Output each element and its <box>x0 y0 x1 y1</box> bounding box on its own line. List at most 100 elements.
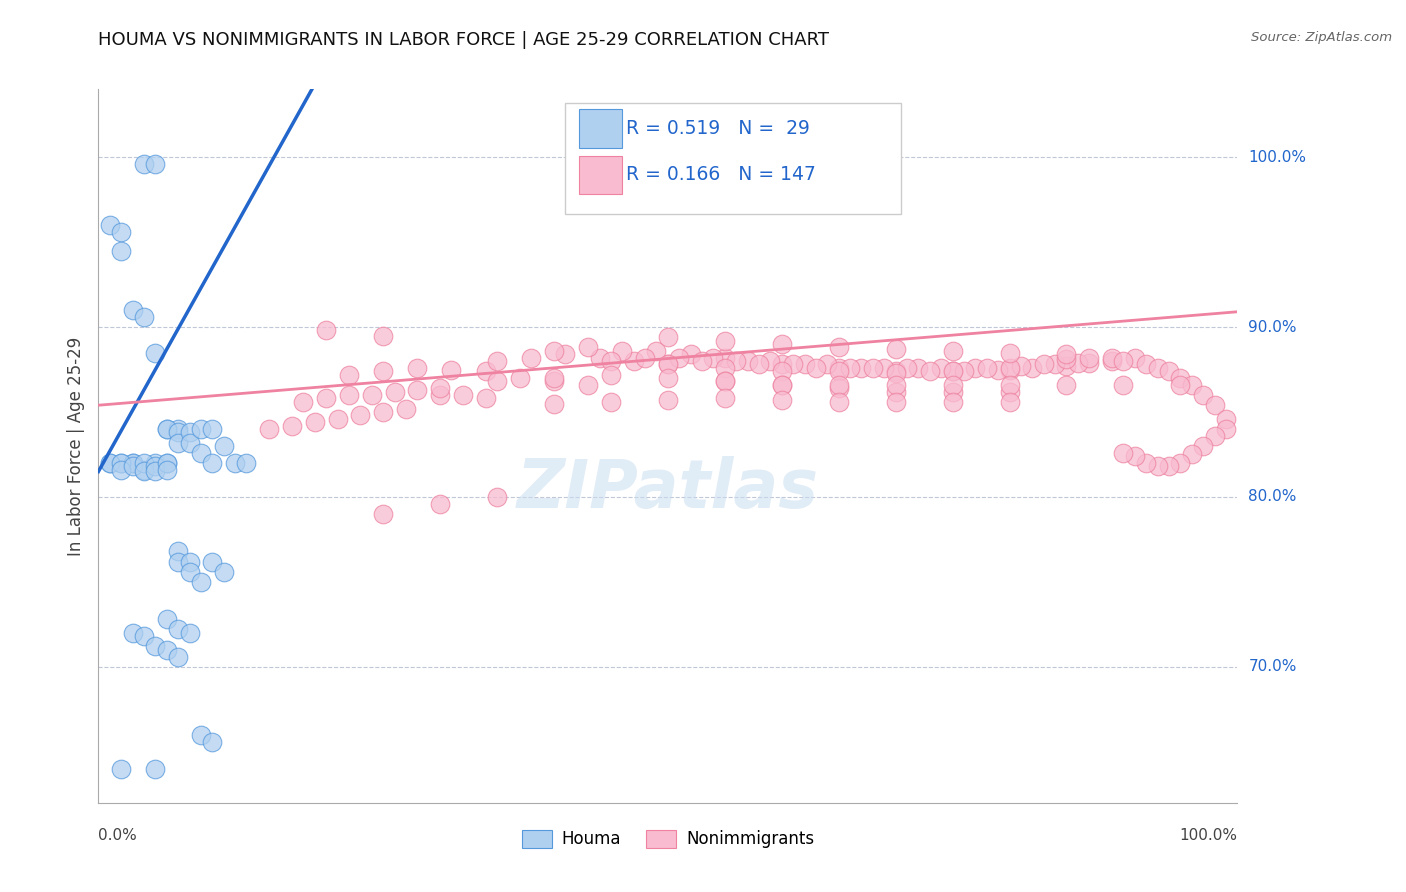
Point <box>337 368 360 382</box>
Point <box>98 218 121 232</box>
Point <box>1054 347 1078 361</box>
Point <box>839 360 862 375</box>
Point <box>201 734 224 748</box>
Point <box>679 347 702 361</box>
Text: HOUMA VS NONIMMIGRANTS IN LABOR FORCE | AGE 25-29 CORRELATION CHART: HOUMA VS NONIMMIGRANTS IN LABOR FORCE | … <box>98 31 830 49</box>
Point <box>828 364 851 378</box>
Point <box>440 362 463 376</box>
Point <box>942 377 965 392</box>
Point <box>167 435 190 450</box>
Point <box>156 612 179 626</box>
Point <box>1101 351 1123 365</box>
Point <box>815 358 838 372</box>
Point <box>714 375 737 389</box>
Point <box>657 371 679 385</box>
Point <box>759 354 782 368</box>
Point <box>110 225 132 239</box>
Point <box>690 354 713 368</box>
Point <box>998 384 1021 399</box>
Point <box>145 762 167 776</box>
Point <box>132 629 155 643</box>
Point <box>224 456 246 470</box>
Point <box>942 394 965 409</box>
FancyBboxPatch shape <box>565 103 901 214</box>
Point <box>292 394 315 409</box>
Point <box>132 463 155 477</box>
Point <box>668 351 690 365</box>
Text: ZIPatlas: ZIPatlas <box>517 456 818 522</box>
Point <box>884 384 907 399</box>
Point <box>281 418 304 433</box>
Point <box>987 362 1010 376</box>
Point <box>179 435 201 450</box>
Point <box>98 456 121 470</box>
Point <box>190 422 212 436</box>
Point <box>156 422 179 436</box>
Point <box>714 351 737 365</box>
Point <box>1112 354 1135 368</box>
Text: 100.0%: 100.0% <box>1180 828 1237 843</box>
Text: 70.0%: 70.0% <box>1249 659 1296 674</box>
Point <box>451 388 474 402</box>
Point <box>212 565 235 579</box>
Point <box>623 354 645 368</box>
Point <box>1067 356 1090 370</box>
Point <box>543 371 565 385</box>
Point <box>828 381 851 395</box>
Point <box>1054 352 1078 367</box>
Point <box>384 384 406 399</box>
Point <box>110 762 132 776</box>
Point <box>634 351 657 365</box>
Point <box>793 358 815 372</box>
Point <box>896 360 918 375</box>
Point <box>190 446 212 460</box>
Point <box>770 377 793 392</box>
Point <box>1181 377 1204 392</box>
Text: 0.0%: 0.0% <box>98 828 138 843</box>
Point <box>714 360 737 375</box>
Point <box>1170 371 1192 385</box>
Point <box>998 377 1021 392</box>
Point <box>554 347 576 361</box>
Point <box>1135 358 1157 372</box>
Point <box>201 456 224 470</box>
Point <box>132 456 155 470</box>
Point <box>201 422 224 436</box>
Point <box>132 465 155 479</box>
Point <box>486 375 509 389</box>
Point <box>509 371 531 385</box>
Point <box>612 343 634 358</box>
Point <box>179 565 201 579</box>
Point <box>235 456 257 470</box>
Point <box>1215 422 1237 436</box>
Point <box>1215 412 1237 426</box>
Point <box>371 364 394 378</box>
Point <box>965 360 987 375</box>
Point <box>156 456 179 470</box>
Point <box>360 388 382 402</box>
Point <box>1123 449 1146 463</box>
Point <box>371 328 394 343</box>
Point <box>600 368 623 382</box>
Point <box>543 343 565 358</box>
Point <box>907 360 929 375</box>
Point <box>576 377 599 392</box>
Point <box>1021 360 1043 375</box>
Point <box>998 362 1021 376</box>
Point <box>770 358 793 372</box>
Point <box>918 364 941 378</box>
Point <box>748 358 770 372</box>
Point <box>315 392 337 406</box>
Point <box>156 643 179 657</box>
Point <box>121 303 143 318</box>
Point <box>1123 351 1146 365</box>
Point <box>543 375 565 389</box>
Point <box>828 377 851 392</box>
Point <box>1204 429 1226 443</box>
Point <box>315 323 337 337</box>
Point <box>1010 359 1032 373</box>
Point <box>145 456 167 470</box>
Point <box>349 409 371 423</box>
Point <box>395 401 418 416</box>
Point <box>1078 351 1101 365</box>
